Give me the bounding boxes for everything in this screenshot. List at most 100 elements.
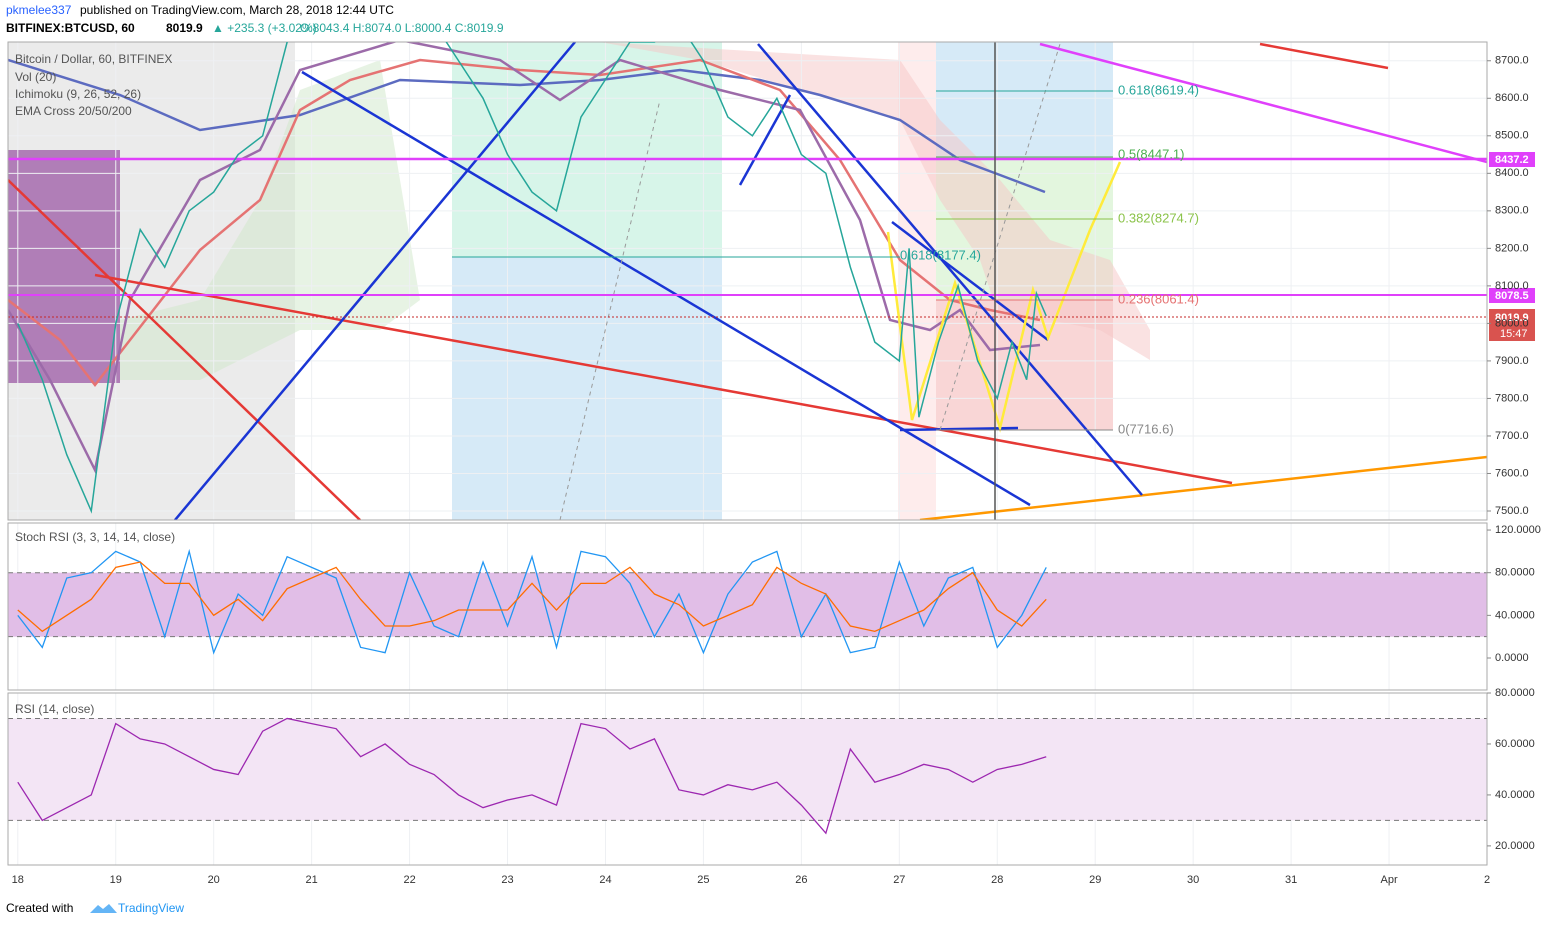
trendline xyxy=(8,179,361,520)
series-line xyxy=(17,42,1047,514)
x-tick-label: 30 xyxy=(1187,874,1199,886)
trendline xyxy=(1259,42,1389,70)
created-with: Created with xyxy=(6,901,73,915)
y-tick-label: 8700.0 xyxy=(1495,55,1529,67)
price-tag: 15:47 xyxy=(1500,328,1528,340)
ohlc: O:8043.4 H:8074.0 L:8000.4 C:8019.9 xyxy=(300,21,504,35)
y-tick-label: 40.0000 xyxy=(1495,609,1535,621)
legend: Bitcoin / Dollar, 60, BITFINEX Vol (20) … xyxy=(15,52,175,716)
brand[interactable]: TradingView xyxy=(118,901,184,915)
footer: Created with TradingView xyxy=(6,901,184,915)
panel-borders xyxy=(7,41,1488,866)
panel-border xyxy=(7,692,1488,866)
x-tick-label: 23 xyxy=(501,874,513,886)
published: published on TradingView.com, March 28, … xyxy=(80,3,394,17)
x-tick-label: 25 xyxy=(697,874,709,886)
fib-label: 0.618(8177.4) xyxy=(900,247,981,262)
logo xyxy=(90,904,117,913)
y-tick-label: 8300.0 xyxy=(1495,205,1529,217)
y-tick-label: 7700.0 xyxy=(1495,430,1529,442)
x-tick-label: 26 xyxy=(795,874,807,886)
legend-item: Ichimoku (9, 26, 52, 26) xyxy=(15,87,141,101)
y-tick-label: 8200.0 xyxy=(1495,242,1529,254)
y-tick-label: 7900.0 xyxy=(1495,355,1529,367)
symbol: BITFINEX:BTCUSD, 60 xyxy=(6,21,135,35)
y-tick-label: 7600.0 xyxy=(1495,467,1529,479)
y-tick-label: 7800.0 xyxy=(1495,392,1529,404)
y-tick-label: 60.0000 xyxy=(1495,738,1535,750)
x-tick-label: 27 xyxy=(893,874,905,886)
price-tag: 8019.9 xyxy=(1495,312,1529,324)
header: pkmelee337 published on TradingView.com,… xyxy=(6,3,504,35)
trendline xyxy=(174,42,576,520)
price-tags: 8437.2 8078.5 8019.9 15:47 xyxy=(1489,152,1535,341)
fib-label: 0.382(8274.7) xyxy=(1118,210,1199,225)
band xyxy=(8,718,1487,821)
price-tag: 8437.2 xyxy=(1495,154,1529,166)
ema-50 xyxy=(8,58,1041,388)
x-tick-label: 21 xyxy=(306,874,318,886)
trendline xyxy=(919,455,1487,520)
trendline xyxy=(899,426,1019,432)
fib-label: 0.5(8447.1) xyxy=(1118,146,1185,161)
fib-label: 0(7716.6) xyxy=(1118,421,1174,436)
y-tick-label: 80.0000 xyxy=(1495,567,1535,579)
y-tick-label: 8500.0 xyxy=(1495,130,1529,142)
series-line xyxy=(17,548,1047,655)
grid xyxy=(8,42,1488,865)
y-tick-label: 8600.0 xyxy=(1495,92,1529,104)
trendline xyxy=(94,273,1233,485)
series-group xyxy=(17,717,1047,835)
y-tick-label: 8000.0 xyxy=(1495,317,1529,329)
fib-labels: 0.618(8619.4) 0.5(8447.1) 0.382(8274.7) … xyxy=(900,82,1199,436)
y-tick-label: 7500.0 xyxy=(1495,505,1529,517)
author: pkmelee337 xyxy=(6,3,72,17)
series-group xyxy=(17,548,1047,655)
y-tick-label: 8400.0 xyxy=(1495,167,1529,179)
series-line xyxy=(17,561,1047,633)
x-tick-label: 18 xyxy=(12,874,24,886)
trendline xyxy=(891,221,1049,341)
price-tag-bg xyxy=(1489,288,1535,303)
drawings xyxy=(8,42,1487,520)
x-tick-label: 20 xyxy=(208,874,220,886)
legend-item: Vol (20) xyxy=(15,70,56,84)
price-tag-bg xyxy=(1489,309,1535,341)
trendline xyxy=(1039,42,1487,164)
range-box xyxy=(452,257,722,520)
ichimoku-cloud xyxy=(120,60,420,380)
fib-zone xyxy=(936,42,1113,157)
price-tag-bg xyxy=(1489,152,1535,167)
x-tick-label: Apr xyxy=(1380,874,1397,886)
y-tick-label: 0.0000 xyxy=(1495,652,1529,664)
y-tick-label: 40.0000 xyxy=(1495,789,1535,801)
fib-diagonal xyxy=(939,43,1061,431)
y-tick-label: 80.0000 xyxy=(1495,687,1535,699)
ema-200 xyxy=(8,58,1046,194)
panel-border xyxy=(7,522,1488,691)
x-tick-label: 24 xyxy=(599,874,611,886)
band xyxy=(8,572,1487,637)
change: ▲ +235.3 (+3.02%) xyxy=(212,21,317,35)
y-tick-label: 120.0000 xyxy=(1495,524,1541,536)
projection xyxy=(886,229,1092,433)
panel-title: RSI (14, close) xyxy=(15,702,94,716)
x-tick-label: 19 xyxy=(110,874,122,886)
x-tick-label: 31 xyxy=(1285,874,1297,886)
y-tick-label: 20.0000 xyxy=(1495,840,1535,852)
x-tick-label: 2 xyxy=(1484,874,1490,886)
x-tick-label: 29 xyxy=(1089,874,1101,886)
ema-20 xyxy=(8,42,1041,474)
fib-label: 0.618(8619.4) xyxy=(1118,82,1199,97)
y-tick-label: 8100.0 xyxy=(1495,280,1529,292)
trendline xyxy=(757,43,1143,496)
last: 8019.9 xyxy=(166,21,203,35)
range-box xyxy=(8,150,120,383)
x-tick-label: 22 xyxy=(403,874,415,886)
x-tick-label: 28 xyxy=(991,874,1003,886)
legend-title: Bitcoin / Dollar, 60, BITFINEX xyxy=(15,52,172,66)
series-group xyxy=(17,42,1047,514)
ichimoku-cloud xyxy=(600,42,1150,360)
fib-label: 0.236(8061.4) xyxy=(1118,291,1199,306)
